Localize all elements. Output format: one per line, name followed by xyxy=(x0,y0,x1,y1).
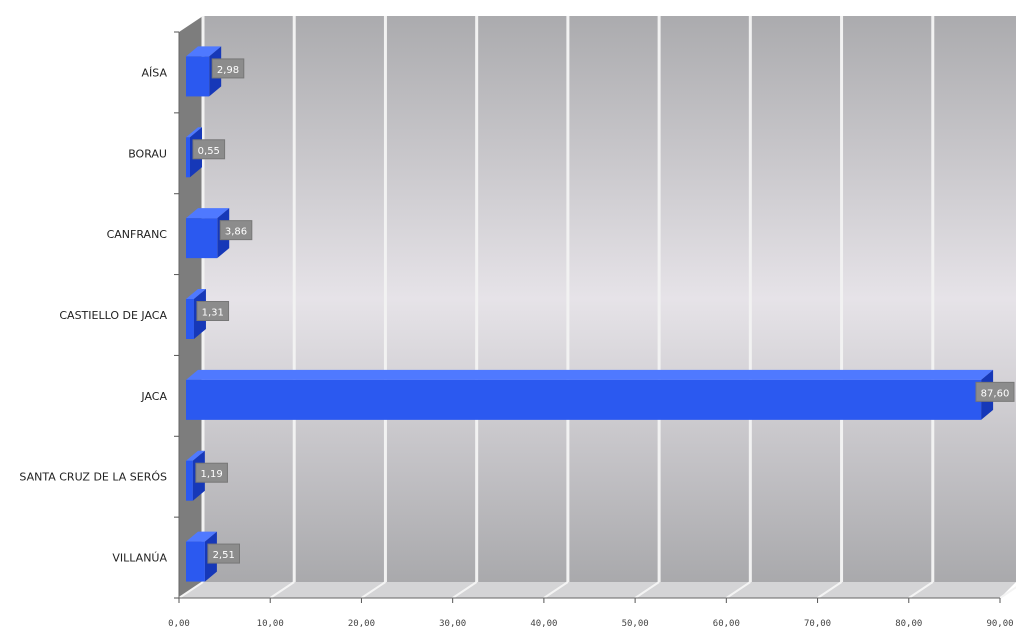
bar-top xyxy=(186,127,202,138)
x-tick-label: 30,00 xyxy=(439,619,466,629)
bar xyxy=(186,369,994,420)
bar-top xyxy=(186,46,222,57)
category-labels: AÍSA BORAU CANFRANC CASTIELLO DE JACA JACA SA… xyxy=(19,66,167,564)
data-label-box xyxy=(192,139,226,160)
x-tick-label: 40,00 xyxy=(530,619,557,629)
floor-grid-line xyxy=(360,581,386,599)
bars: 2,98 0,55 3,86 1,31 87,60 1,19 2,51 xyxy=(186,46,1015,582)
x-tick-label: 10,00 xyxy=(257,619,284,629)
floor-grid-line xyxy=(178,581,204,599)
data-label-box xyxy=(211,58,245,79)
chart-back-wall xyxy=(179,16,1016,598)
bar-front xyxy=(186,299,194,339)
category-label: SANTA CRUZ DE LA SERÓS xyxy=(19,471,167,484)
category-label: BORAU xyxy=(128,147,167,160)
x-tick-label: 80,00 xyxy=(895,619,922,629)
x-tick-label: 70,00 xyxy=(804,619,831,629)
data-label-box xyxy=(196,301,230,321)
category-label: AÍSA xyxy=(142,66,168,79)
category-label: CASTIELLO DE JACA xyxy=(59,309,167,322)
data-label-box xyxy=(975,381,1015,402)
data-label: 2,51 xyxy=(213,550,235,561)
bar-front xyxy=(186,460,193,501)
bar-front xyxy=(186,218,218,259)
x-tick-label: 20,00 xyxy=(348,619,375,629)
floor-grid-line xyxy=(817,581,843,599)
bar-front xyxy=(186,137,190,178)
floor-grid-line xyxy=(908,581,934,599)
data-label: 1,19 xyxy=(201,469,223,480)
category-label: VILLANÚA xyxy=(112,552,167,565)
x-axis: 0,00 10,00 20,00 30,00 40,00 50,00 60,00 70,00 8… xyxy=(168,31,1014,629)
x-tick-label: 90,00 xyxy=(986,619,1013,629)
data-label: 0,55 xyxy=(198,146,220,157)
bar-front xyxy=(186,379,982,420)
data-label-box xyxy=(207,543,240,564)
bar-top xyxy=(186,369,994,380)
bar-front xyxy=(186,541,205,582)
bar-top xyxy=(186,208,230,219)
data-label: 1,31 xyxy=(202,308,224,319)
bar-front xyxy=(186,56,210,97)
data-label: 2,98 xyxy=(217,65,239,76)
bar-top xyxy=(186,531,217,542)
bar-top xyxy=(186,289,206,299)
floor-grid-line xyxy=(452,581,478,599)
bar-top xyxy=(186,450,205,461)
data-label: 3,86 xyxy=(225,227,247,238)
x-tick-label: 60,00 xyxy=(713,619,740,629)
data-label: 87,60 xyxy=(981,388,1010,399)
floor-grid-line xyxy=(269,581,295,599)
category-label: JACA xyxy=(140,390,167,403)
data-label-box xyxy=(219,220,253,241)
data-label-box xyxy=(195,462,228,483)
x-tick-label: 50,00 xyxy=(622,619,649,629)
x-tick-label: 0,00 xyxy=(168,619,190,629)
floor-grid-line xyxy=(725,581,751,599)
floor-grid-line xyxy=(543,581,569,599)
back-wall xyxy=(203,16,1016,582)
floor-grid-line xyxy=(999,586,1016,599)
floor xyxy=(179,582,1016,598)
floor-grid-line xyxy=(634,581,660,599)
category-label: CANFRANC xyxy=(107,228,168,241)
